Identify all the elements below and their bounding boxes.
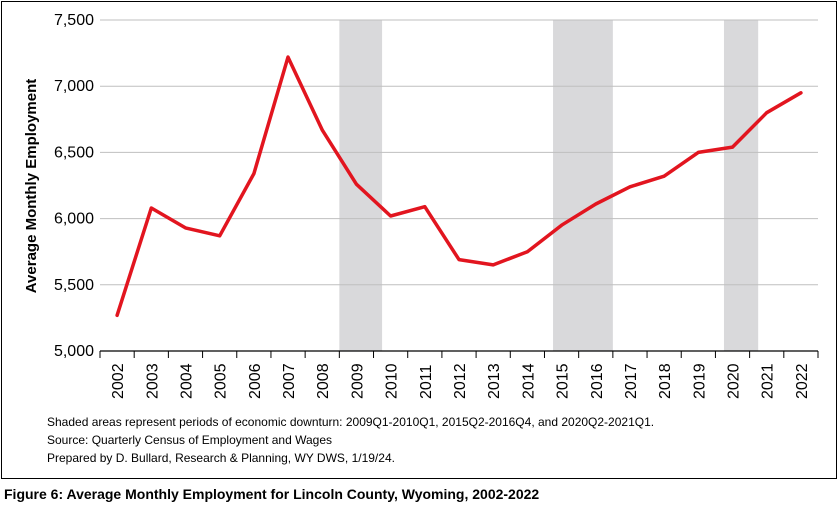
data-point-2007 <box>286 55 290 59</box>
x-tick-label: 2003 <box>144 363 161 399</box>
data-point-2005 <box>218 234 222 238</box>
y-tick-label: 6,000 <box>54 211 94 228</box>
data-point-2012 <box>457 258 461 262</box>
data-point-2002 <box>115 313 119 317</box>
x-tick-label: 2004 <box>178 363 195 399</box>
data-point-2008 <box>320 128 324 132</box>
x-tick-label: 2008 <box>315 363 332 399</box>
x-tick-label: 2007 <box>281 363 298 399</box>
x-tick-label: 2021 <box>760 363 777 399</box>
data-point-2004 <box>183 226 187 230</box>
data-point-2016 <box>594 202 598 206</box>
data-point-2003 <box>149 206 153 210</box>
x-tick-label: 2011 <box>418 364 435 399</box>
y-tick-label: 5,500 <box>54 277 94 294</box>
x-tick-label: 2019 <box>691 363 708 399</box>
figure-caption: Figure 6: Average Monthly Employment for… <box>4 486 540 502</box>
data-point-2019 <box>696 150 700 154</box>
downturn-shade-2 <box>553 20 613 351</box>
downturn-shade-1 <box>339 20 383 351</box>
data-point-2020 <box>731 145 735 149</box>
data-point-2006 <box>252 172 256 176</box>
employment-line-chart: 5,000 5,500 6,000 6,500 7,000 7,500 2002 2003 2… <box>23 12 819 399</box>
data-point-2013 <box>491 263 495 267</box>
x-tick-label: 2022 <box>794 363 811 399</box>
chart-frame <box>1 1 837 479</box>
y-axis-label: Average Monthly Employment <box>23 79 40 293</box>
x-tick-label: 2010 <box>384 363 401 399</box>
x-tick-label: 2014 <box>520 363 537 399</box>
downturn-shade-3 <box>723 20 759 351</box>
y-tick-label: 5,000 <box>54 343 94 360</box>
x-tick-label: 2013 <box>486 363 503 399</box>
x-tick-label: 2017 <box>623 363 640 399</box>
y-tick-label: 7,500 <box>54 12 94 29</box>
x-tick-label: 2006 <box>247 363 264 399</box>
data-point-2010 <box>389 214 393 218</box>
y-tick-label: 6,500 <box>54 144 94 161</box>
data-point-2021 <box>765 111 769 115</box>
data-point-2011 <box>423 205 427 209</box>
x-tick-label: 2009 <box>349 363 366 399</box>
data-point-2022 <box>799 91 803 95</box>
x-tick-label: 2018 <box>657 363 674 399</box>
data-point-2014 <box>525 250 529 254</box>
x-tick-label: 2016 <box>589 363 606 399</box>
data-point-2018 <box>662 174 666 178</box>
data-point-2009 <box>354 182 358 186</box>
x-tick-label: 2020 <box>726 363 743 399</box>
y-tick-label: 7,000 <box>54 78 94 95</box>
x-tick-label: 2005 <box>213 363 230 399</box>
note-downturn: Shaded areas represent periods of econom… <box>47 415 655 429</box>
x-tick-label: 2002 <box>110 363 127 399</box>
x-tick-label: 2015 <box>555 363 572 399</box>
note-prepared-by: Prepared by D. Bullard, Research & Plann… <box>47 451 395 465</box>
note-source: Source: Quarterly Census of Employment a… <box>47 433 333 447</box>
x-tick-label: 2012 <box>452 363 469 399</box>
data-point-2017 <box>628 185 632 189</box>
series-line-1 <box>115 55 803 318</box>
data-point-2015 <box>560 223 564 227</box>
